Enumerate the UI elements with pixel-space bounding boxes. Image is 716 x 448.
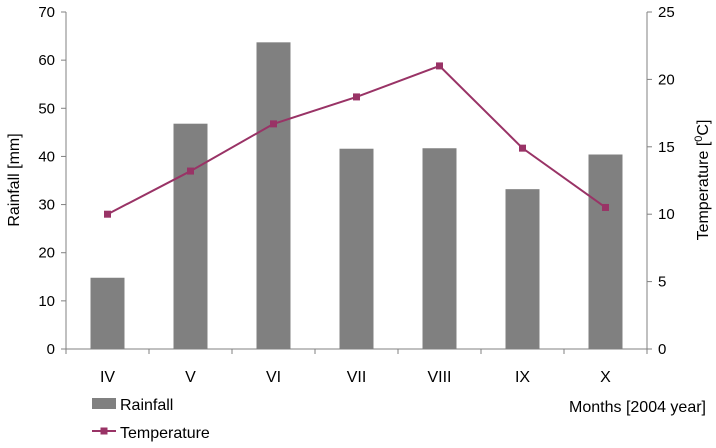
legend-swatch-rainfall	[92, 398, 116, 409]
right-tick-label: 15	[658, 139, 675, 156]
rainfall-bar	[256, 42, 291, 350]
right-axis-title: Temperature [0C]	[693, 120, 712, 241]
legend-label-rainfall: Rainfall	[120, 397, 173, 414]
category-label: IV	[100, 369, 115, 386]
legend-marker-temperature	[100, 427, 108, 435]
right-tick-label: 5	[658, 274, 666, 291]
left-tick-label: 20	[38, 245, 55, 262]
temperature-point	[519, 144, 526, 152]
rainfall-bar	[505, 189, 540, 349]
category-label: VI	[266, 369, 281, 386]
right-tick-label: 25	[658, 4, 675, 21]
right-y-ticks: 0 5 10 15 20 25	[647, 4, 675, 358]
rainfall-bar	[422, 148, 457, 349]
rainfall-bar	[339, 148, 374, 349]
rainfall-bar	[90, 277, 125, 349]
rainfall-bar	[588, 154, 623, 349]
rainfall-bar	[173, 123, 208, 349]
left-tick-label: 0	[47, 341, 55, 358]
category-labels: IV V VI VII VIII IX X	[100, 369, 611, 386]
category-label: V	[185, 369, 196, 386]
category-label: IX	[515, 369, 530, 386]
temperature-line-layer	[104, 62, 609, 218]
temperature-point	[270, 120, 277, 128]
rainfall-bars	[90, 42, 623, 350]
temperature-point	[104, 210, 111, 218]
legend-label-temperature: Temperature	[120, 425, 210, 442]
left-axis-title: Rainfall [mm]	[6, 133, 23, 226]
x-axis-title: Months [2004 year]	[569, 399, 706, 416]
left-tick-label: 60	[38, 52, 55, 69]
left-tick-label: 70	[38, 4, 55, 21]
temperature-point	[353, 93, 360, 101]
category-label: VIII	[427, 369, 451, 386]
legend: Rainfall Temperature	[92, 397, 210, 442]
temperature-point	[187, 167, 194, 175]
left-tick-label: 30	[38, 197, 55, 214]
right-tick-label: 10	[658, 206, 675, 223]
left-tick-label: 40	[38, 148, 55, 165]
left-y-ticks: 0 10 20 30 40 50 60 70	[38, 4, 66, 358]
x-tick-marks	[65, 349, 648, 354]
right-axis-title-main: Temperature [	[695, 141, 712, 240]
category-label: X	[600, 369, 611, 386]
temperature-point	[436, 62, 443, 70]
left-tick-label: 10	[38, 293, 55, 310]
temperature-point	[602, 203, 609, 211]
left-tick-label: 50	[38, 100, 55, 117]
right-axis-title-end: C]	[695, 120, 712, 136]
right-tick-label: 0	[658, 341, 666, 358]
category-label: VII	[347, 369, 367, 386]
right-tick-label: 20	[658, 71, 675, 88]
right-axis-title-superscript: 0	[693, 136, 705, 142]
